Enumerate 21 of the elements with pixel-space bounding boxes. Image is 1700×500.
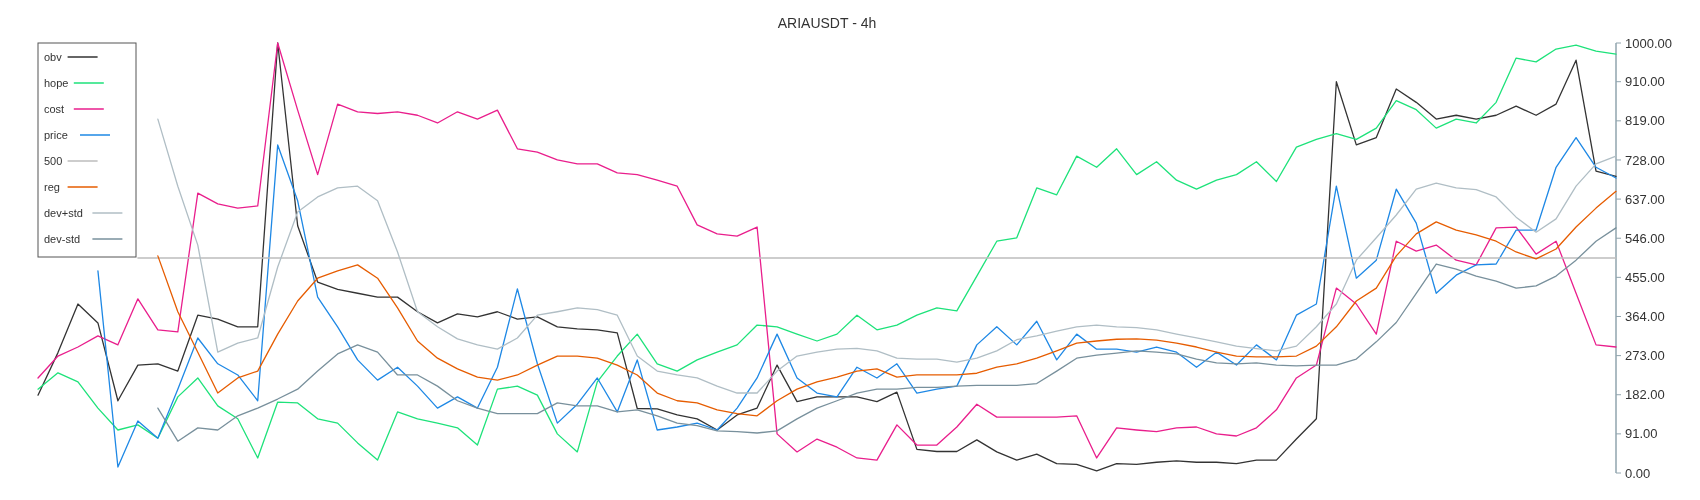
y-tick-label: 819.00 [1625,113,1665,129]
legend-label: 500 [44,154,63,167]
y-tick-label: 728.00 [1625,152,1665,168]
y-tick-label: 91.00 [1625,426,1658,442]
y-tick-label: 455.00 [1625,269,1665,285]
y-tick-label: 637.00 [1625,191,1665,207]
chart-title: ARIAUSDT - 4h [777,15,877,31]
y-tick-label: 1000.00 [1625,35,1672,51]
y-tick-label: 273.00 [1625,348,1665,364]
legend-label: price [44,128,68,141]
legend-label: obv [44,50,63,63]
y-tick-label: 182.00 [1625,387,1665,403]
y-tick-label: 0.00 [1625,465,1651,481]
y-tick-label: 910.00 [1625,74,1665,90]
legend-label: dev-std [44,232,81,245]
y-tick-label: 364.00 [1625,309,1665,325]
legend-label: hope [44,76,69,89]
legend-label: cost [44,102,65,115]
legend-label: dev+std [44,206,83,219]
legend-label: reg [44,180,60,193]
y-tick-label: 546.00 [1625,230,1665,246]
